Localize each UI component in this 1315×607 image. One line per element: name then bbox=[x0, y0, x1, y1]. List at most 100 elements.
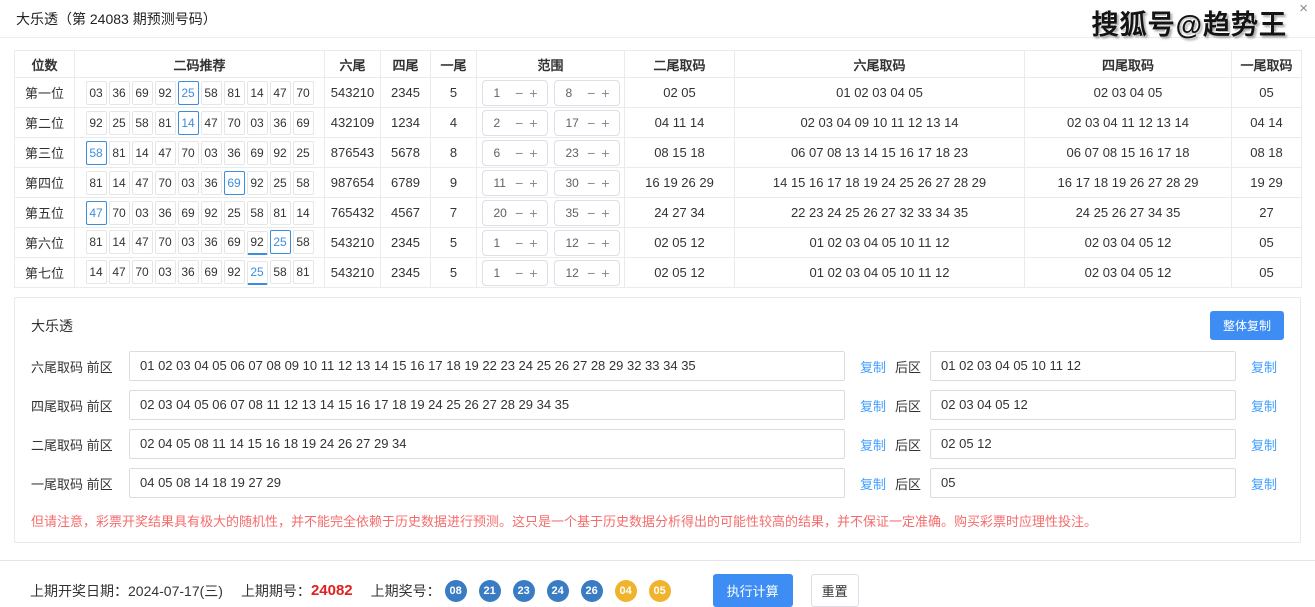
range-stepper[interactable]: 12− + bbox=[553, 229, 620, 256]
code-cell[interactable]: 36 bbox=[200, 230, 222, 254]
stepper-increase-button[interactable]: + bbox=[601, 84, 610, 101]
code-cell[interactable]: 69 bbox=[200, 260, 222, 284]
code-cell[interactable]: 47 bbox=[108, 260, 130, 284]
code-cell[interactable]: 25 bbox=[108, 110, 130, 135]
copy-all-button[interactable]: 整体复制 bbox=[1209, 311, 1284, 340]
range-stepper[interactable]: 30− + bbox=[553, 169, 620, 196]
range-stepper[interactable]: 2− + bbox=[481, 109, 548, 136]
code-cell[interactable]: 58 bbox=[292, 230, 314, 254]
range-stepper[interactable]: 11− + bbox=[481, 169, 548, 196]
copy-back-link[interactable]: 复制 bbox=[1251, 476, 1278, 492]
code-cell[interactable]: 70 bbox=[292, 80, 314, 105]
code-cell[interactable]: 70 bbox=[223, 110, 245, 135]
code-cell[interactable]: 81 bbox=[292, 260, 314, 284]
range-stepper[interactable]: 1− + bbox=[481, 79, 548, 106]
code-cell[interactable]: 69 bbox=[292, 110, 314, 135]
back-zone-field[interactable]: 02 03 04 05 12 bbox=[930, 390, 1237, 420]
back-zone-field[interactable]: 02 05 12 bbox=[930, 429, 1237, 459]
stepper-increase-button[interactable]: + bbox=[601, 204, 610, 221]
back-zone-field[interactable]: 01 02 03 04 05 10 11 12 bbox=[930, 351, 1237, 381]
stepper-decrease-button[interactable]: − bbox=[515, 264, 524, 281]
code-cell-selected[interactable]: 47 bbox=[85, 200, 107, 225]
code-cell[interactable]: 25 bbox=[269, 170, 291, 195]
stepper-decrease-button[interactable]: − bbox=[587, 174, 596, 191]
code-cell[interactable]: 03 bbox=[131, 200, 153, 225]
stepper-increase-button[interactable]: + bbox=[529, 204, 538, 221]
front-zone-field[interactable]: 01 02 03 04 05 06 07 08 09 10 11 12 13 1… bbox=[129, 351, 845, 381]
code-cell[interactable]: 03 bbox=[246, 110, 268, 135]
stepper-increase-button[interactable]: + bbox=[601, 174, 610, 191]
code-cell[interactable]: 69 bbox=[223, 230, 245, 254]
code-cell[interactable]: 81 bbox=[85, 230, 107, 254]
range-stepper[interactable]: 12− + bbox=[553, 259, 620, 286]
code-cell[interactable]: 47 bbox=[131, 170, 153, 195]
code-cell[interactable]: 25 bbox=[223, 200, 245, 225]
code-cell[interactable]: 58 bbox=[292, 170, 314, 195]
stepper-increase-button[interactable]: + bbox=[601, 144, 610, 161]
stepper-decrease-button[interactable]: − bbox=[587, 264, 596, 281]
code-cell[interactable]: 69 bbox=[246, 140, 268, 165]
code-cell[interactable]: 92 bbox=[246, 170, 268, 195]
code-cell[interactable]: 36 bbox=[177, 260, 199, 284]
code-cell-selected[interactable]: 14 bbox=[177, 110, 199, 135]
range-stepper[interactable]: 23− + bbox=[553, 139, 620, 166]
code-cell[interactable]: 47 bbox=[131, 230, 153, 254]
stepper-increase-button[interactable]: + bbox=[601, 234, 610, 251]
code-cell[interactable]: 36 bbox=[108, 80, 130, 105]
code-cell[interactable]: 36 bbox=[269, 110, 291, 135]
stepper-decrease-button[interactable]: − bbox=[587, 114, 596, 131]
code-cell[interactable]: 69 bbox=[131, 80, 153, 105]
code-cell[interactable]: 58 bbox=[246, 200, 268, 225]
code-cell[interactable]: 81 bbox=[154, 110, 176, 135]
stepper-increase-button[interactable]: + bbox=[529, 84, 538, 101]
code-cell[interactable]: 58 bbox=[200, 80, 222, 105]
code-cell[interactable]: 70 bbox=[154, 230, 176, 254]
code-cell[interactable]: 92 bbox=[246, 231, 268, 255]
code-cell[interactable]: 81 bbox=[108, 140, 130, 165]
code-cell[interactable]: 36 bbox=[223, 140, 245, 165]
code-cell[interactable]: 03 bbox=[177, 170, 199, 195]
code-cell[interactable]: 36 bbox=[154, 200, 176, 225]
code-cell[interactable]: 81 bbox=[85, 170, 107, 195]
front-zone-field[interactable]: 02 04 05 08 11 14 15 16 18 19 24 26 27 2… bbox=[129, 429, 845, 459]
stepper-decrease-button[interactable]: − bbox=[587, 144, 596, 161]
reset-button[interactable]: 重置 bbox=[810, 574, 859, 607]
code-cell[interactable]: 47 bbox=[269, 80, 291, 105]
code-cell-selected[interactable]: 58 bbox=[85, 140, 107, 165]
range-stepper[interactable]: 6− + bbox=[481, 139, 548, 166]
stepper-increase-button[interactable]: + bbox=[601, 114, 610, 131]
code-cell[interactable]: 03 bbox=[85, 80, 107, 105]
code-cell[interactable]: 36 bbox=[200, 170, 222, 195]
copy-front-link[interactable]: 复制 bbox=[860, 437, 887, 453]
code-cell[interactable]: 70 bbox=[177, 140, 199, 165]
copy-front-link[interactable]: 复制 bbox=[860, 476, 887, 492]
run-calculation-button[interactable]: 执行计算 bbox=[712, 574, 793, 607]
range-stepper[interactable]: 8− + bbox=[553, 79, 620, 106]
code-cell-selected[interactable]: 25 bbox=[269, 230, 291, 254]
copy-front-link[interactable]: 复制 bbox=[860, 398, 887, 414]
back-zone-field[interactable]: 05 bbox=[930, 468, 1237, 498]
code-cell-selected[interactable]: 25 bbox=[246, 261, 268, 285]
copy-back-link[interactable]: 复制 bbox=[1251, 398, 1278, 414]
code-cell[interactable]: 92 bbox=[269, 140, 291, 165]
stepper-decrease-button[interactable]: − bbox=[515, 144, 524, 161]
stepper-increase-button[interactable]: + bbox=[601, 264, 610, 281]
code-cell[interactable]: 58 bbox=[269, 260, 291, 284]
range-stepper[interactable]: 17− + bbox=[553, 109, 620, 136]
stepper-decrease-button[interactable]: − bbox=[587, 204, 596, 221]
stepper-increase-button[interactable]: + bbox=[529, 234, 538, 251]
stepper-decrease-button[interactable]: − bbox=[515, 204, 524, 221]
code-cell[interactable]: 14 bbox=[292, 200, 314, 225]
code-cell[interactable]: 14 bbox=[246, 80, 268, 105]
close-icon[interactable]: × bbox=[1299, 0, 1308, 17]
stepper-decrease-button[interactable]: − bbox=[587, 84, 596, 101]
code-cell[interactable]: 25 bbox=[292, 140, 314, 165]
code-cell[interactable]: 92 bbox=[200, 200, 222, 225]
stepper-increase-button[interactable]: + bbox=[529, 264, 538, 281]
code-cell[interactable]: 81 bbox=[269, 200, 291, 225]
stepper-decrease-button[interactable]: − bbox=[515, 174, 524, 191]
code-cell[interactable]: 70 bbox=[131, 260, 153, 284]
stepper-decrease-button[interactable]: − bbox=[515, 234, 524, 251]
stepper-decrease-button[interactable]: − bbox=[515, 84, 524, 101]
code-cell[interactable]: 03 bbox=[200, 140, 222, 165]
